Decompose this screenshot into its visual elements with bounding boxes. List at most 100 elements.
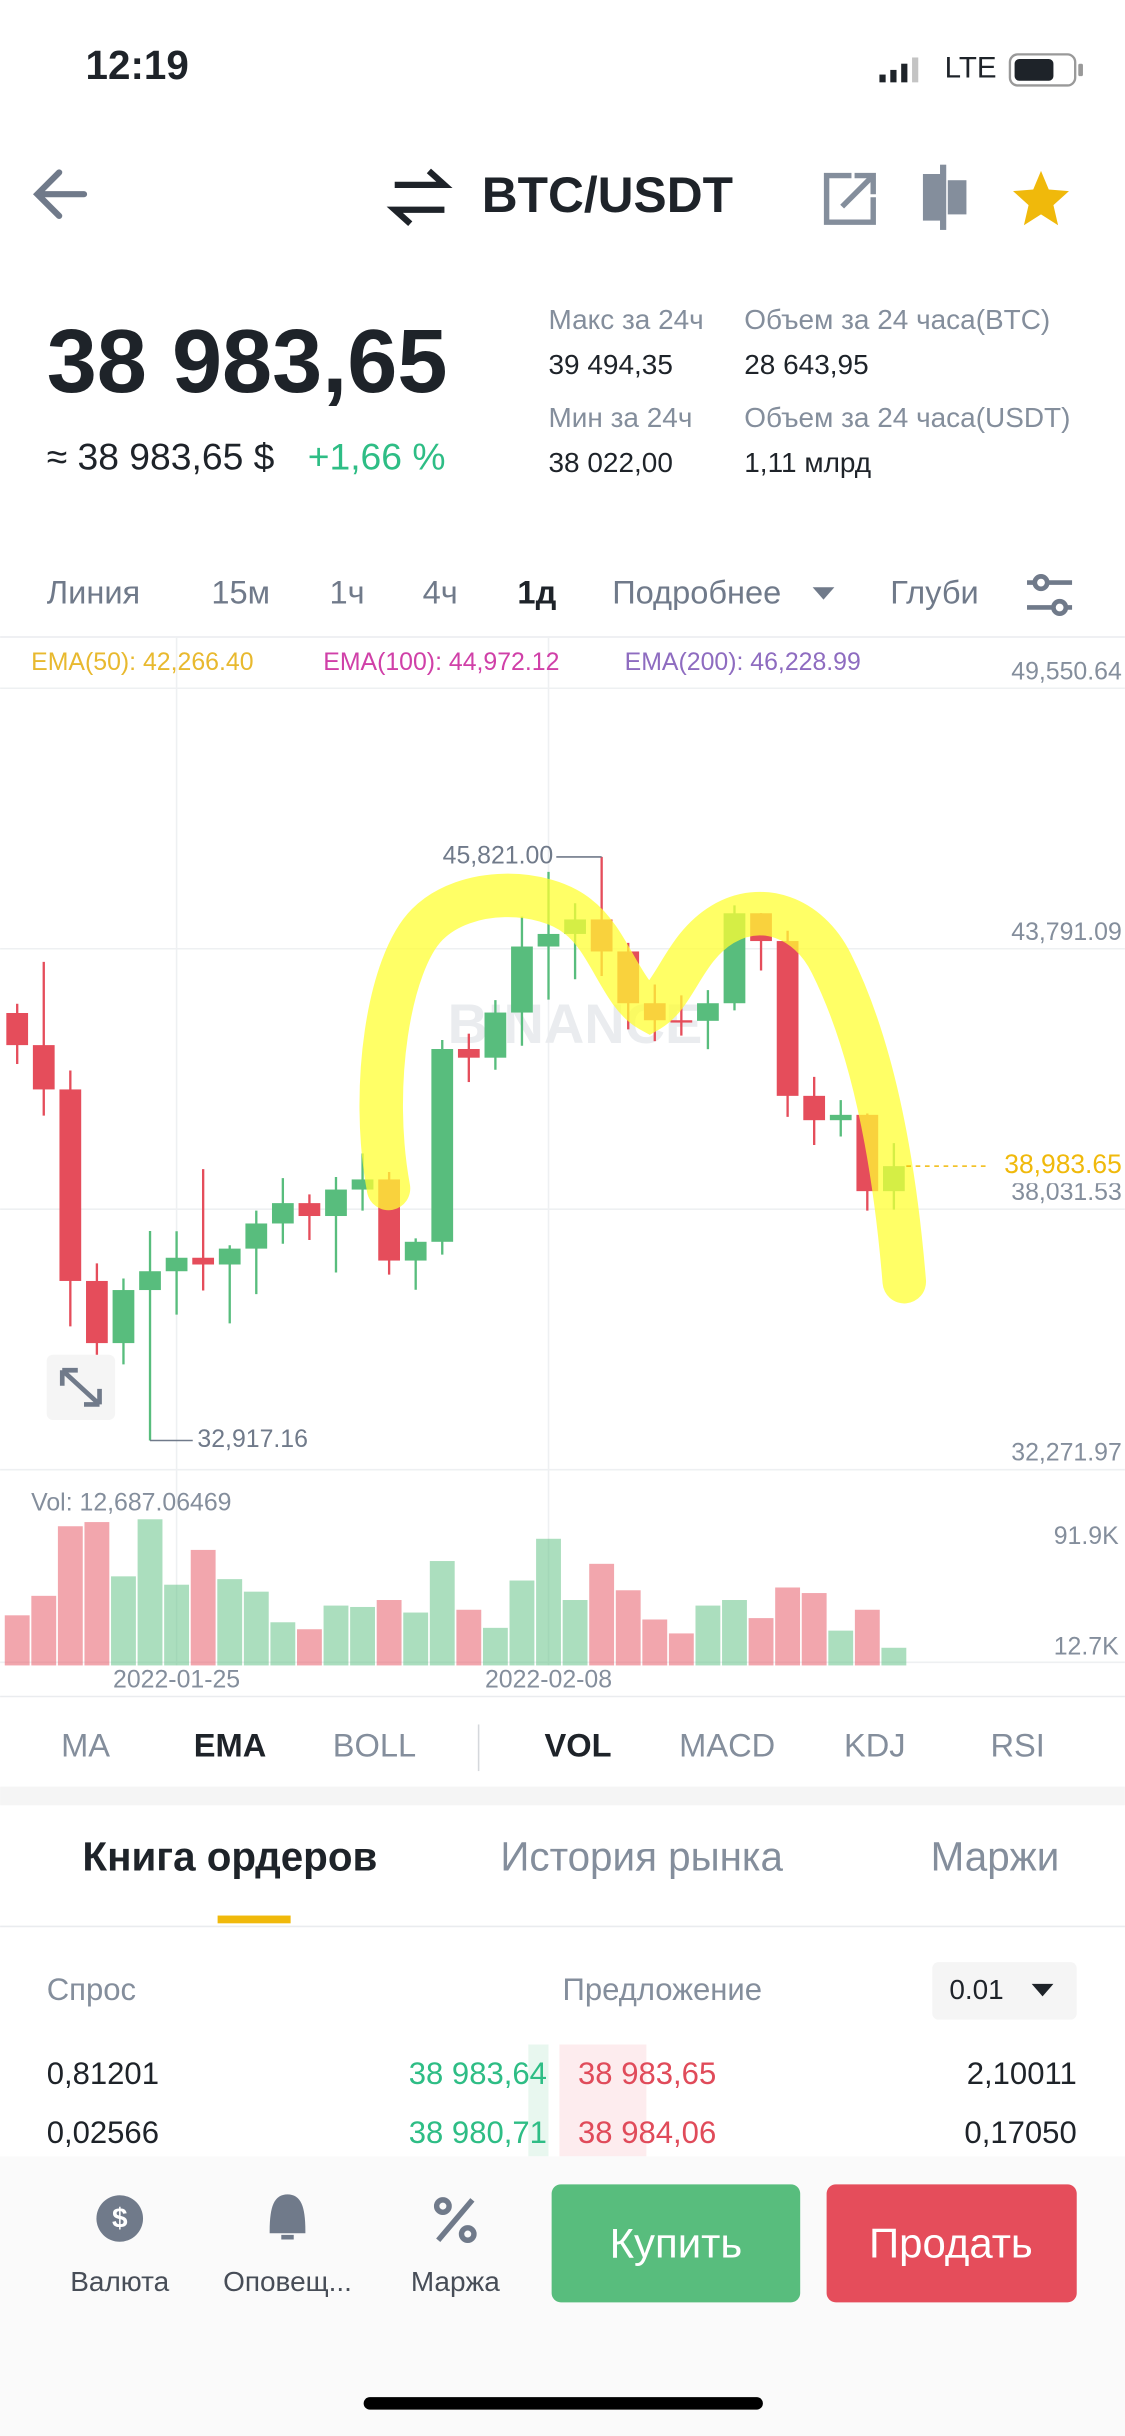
volume-bar (615, 1590, 641, 1666)
candle-body (218, 1248, 241, 1265)
sell-button[interactable] (826, 2184, 1077, 2303)
x-tick-label: 2022-01-25 (113, 1667, 240, 1694)
candle-body (325, 1189, 347, 1217)
tab[interactable]: Книга ордеров (82, 1833, 377, 1879)
candle-body (192, 1257, 215, 1265)
volume-bar (589, 1563, 615, 1666)
interval-tab[interactable]: 1ч (329, 574, 364, 611)
sell-label[interactable]: Продать (869, 2220, 1033, 2267)
tab-underline (217, 1915, 291, 1924)
volume-bar (429, 1561, 455, 1666)
svg-text:$: $ (112, 2202, 128, 2233)
candle-body (404, 1241, 427, 1261)
bid-price: 38 983,64 (409, 2056, 547, 2091)
volume-bar (775, 1587, 801, 1666)
volume-bar (562, 1600, 588, 1666)
candle-body (112, 1290, 135, 1344)
highlighter-drawing (359, 873, 927, 1304)
indicator-tab[interactable]: MACD (679, 1726, 775, 1763)
last-price: 38 983,65 (47, 311, 448, 412)
interval-tab[interactable]: 4ч (423, 574, 458, 611)
bid-title: Спрос (47, 1972, 136, 2007)
candle-body (457, 1049, 480, 1058)
expand-icon[interactable] (46, 1354, 116, 1420)
volume-bar (350, 1606, 375, 1666)
volume-bar (243, 1591, 269, 1666)
candle-body (511, 946, 533, 1013)
volume-bar (164, 1584, 190, 1666)
tab[interactable]: Маржи (931, 1833, 1060, 1879)
candle-body (431, 1049, 454, 1242)
step-select[interactable] (932, 1962, 1077, 2020)
x-tick-label: 2022-02-08 (485, 1667, 612, 1694)
indicator-tab[interactable]: KDJ (844, 1726, 906, 1763)
last-price-tag (988, 1149, 1125, 1184)
candle-body (139, 1271, 161, 1291)
stat-label: Объем за 24 часа(USDT) (744, 402, 1070, 433)
home-indicator (363, 2397, 763, 2410)
tab[interactable]: История рынка (500, 1833, 783, 1879)
low-label: 32,917.16 (197, 1426, 308, 1453)
swap-icon[interactable] (386, 168, 453, 227)
volume-bar (31, 1595, 57, 1666)
candle-body (6, 1013, 29, 1046)
currency-icon[interactable]: $ (96, 2195, 144, 2242)
battery-icon (1008, 53, 1083, 87)
volume-bar (57, 1526, 83, 1666)
nav-label[interactable]: Маржа (411, 2266, 500, 2297)
volume-tick-label: 91.9K (1054, 1523, 1119, 1550)
margin-icon[interactable] (433, 2197, 477, 2243)
indicator-tab[interactable]: MA (61, 1726, 110, 1763)
volume-bar (854, 1609, 880, 1666)
candle-body (776, 941, 799, 1096)
nav-label[interactable]: Валюта (70, 2266, 169, 2297)
volume-bar (668, 1633, 694, 1666)
back-button[interactable] (32, 169, 88, 220)
settings-icon[interactable] (1027, 574, 1073, 616)
layout-icon[interactable] (922, 164, 967, 230)
interval-tab[interactable]: 1д (517, 574, 556, 611)
volume-bar (509, 1580, 535, 1666)
share-icon[interactable] (823, 172, 876, 225)
volume-bar (323, 1605, 349, 1666)
grid (0, 636, 1125, 1666)
candle-body (670, 1020, 693, 1023)
section-gap (0, 1786, 1125, 1806)
favorite-star[interactable] (1013, 170, 1069, 226)
volume-label: Vol: 12,687.06469 (31, 1489, 231, 1516)
indicator-tab[interactable]: BOLL (333, 1726, 416, 1763)
status-network: LTE (945, 52, 997, 85)
indicator-tab[interactable]: EMA (194, 1726, 266, 1763)
volume-bar (536, 1538, 561, 1666)
candle-body (537, 933, 560, 947)
interval-tab[interactable]: Подробнее (612, 574, 781, 611)
volume-bar (828, 1630, 854, 1666)
candle-body (271, 1203, 294, 1224)
ask-price: 38 984,06 (578, 2115, 716, 2150)
volume-bar (642, 1619, 668, 1666)
alerts-icon[interactable] (269, 2194, 306, 2240)
indicator-tab[interactable]: VOL (545, 1726, 612, 1763)
indicator-tab[interactable]: RSI (991, 1726, 1045, 1763)
candle-body (165, 1257, 188, 1272)
price-usd: ≈ 38 983,65 $ (47, 436, 275, 478)
volume-bar (456, 1609, 482, 1666)
buy-button[interactable] (551, 2184, 801, 2303)
stat-label: Мин за 24ч (549, 402, 693, 433)
buy-label[interactable]: Купить (610, 2220, 743, 2267)
volume-bar (376, 1600, 402, 1666)
volume-bar (137, 1519, 163, 1666)
candle-body (245, 1223, 268, 1249)
volume-bar (111, 1576, 136, 1666)
volume-bar (722, 1600, 747, 1666)
interval-tab[interactable]: Глуби (890, 574, 978, 611)
interval-tab[interactable]: 15м (211, 574, 270, 611)
volume-bar (881, 1647, 907, 1666)
pair-title: BTC/USDT (482, 167, 733, 223)
nav-label[interactable]: Оповещ... (223, 2266, 352, 2297)
interval-tab[interactable]: Линия (47, 574, 141, 611)
volume-bar (270, 1622, 296, 1666)
y-tick-label: 32,271.97 (1011, 1440, 1122, 1467)
legend-entry: EMA(200): 46,228.99 (625, 649, 861, 676)
